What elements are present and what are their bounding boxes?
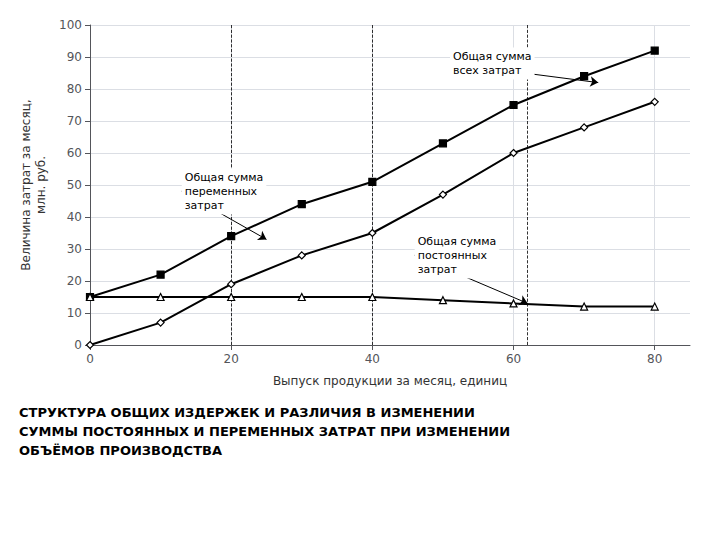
svg-text:10: 10 xyxy=(67,306,82,320)
svg-text:30: 30 xyxy=(67,242,82,256)
svg-text:40: 40 xyxy=(67,210,82,224)
svg-text:60: 60 xyxy=(67,146,82,160)
svg-text:Величина затрат за месяц,: Величина затрат за месяц, xyxy=(19,99,33,270)
svg-text:0: 0 xyxy=(74,338,82,352)
svg-text:ОБЪЁМОВ ПРОИЗВОДСТВА: ОБЪЁМОВ ПРОИЗВОДСТВА xyxy=(19,443,222,458)
svg-text:60: 60 xyxy=(506,352,521,366)
svg-text:переменных: переменных xyxy=(185,185,258,198)
svg-text:Общая сумма: Общая сумма xyxy=(185,171,264,184)
svg-text:Выпуск продукции за месяц, еди: Выпуск продукции за месяц, единиц xyxy=(273,374,507,388)
svg-text:СТРУКТУРА ОБЩИХ ИЗДЕРЖЕК И РАЗ: СТРУКТУРА ОБЩИХ ИЗДЕРЖЕК И РАЗЛИЧИЯ В ИЗ… xyxy=(19,405,475,420)
svg-text:0: 0 xyxy=(86,352,94,366)
svg-text:80: 80 xyxy=(647,352,662,366)
svg-text:млн. руб.: млн. руб. xyxy=(34,156,48,214)
svg-text:50: 50 xyxy=(67,178,82,192)
svg-text:100: 100 xyxy=(59,18,82,32)
svg-text:20: 20 xyxy=(224,352,239,366)
svg-text:СУММЫ ПОСТОЯННЫХ И ПЕРЕМЕННЫХ: СУММЫ ПОСТОЯННЫХ И ПЕРЕМЕННЫХ ЗАТРАТ ПРИ… xyxy=(19,424,510,439)
svg-text:затрат: затрат xyxy=(185,199,225,212)
svg-text:всех затрат: всех затрат xyxy=(453,64,522,77)
svg-text:90: 90 xyxy=(67,50,82,64)
svg-text:70: 70 xyxy=(67,114,82,128)
svg-text:20: 20 xyxy=(67,274,82,288)
svg-text:постоянных: постоянных xyxy=(418,249,488,262)
svg-text:затрат: затрат xyxy=(418,263,458,276)
svg-text:80: 80 xyxy=(67,82,82,96)
svg-text:40: 40 xyxy=(365,352,380,366)
svg-text:Общая сумма: Общая сумма xyxy=(453,50,532,63)
svg-text:Общая сумма: Общая сумма xyxy=(418,235,497,248)
